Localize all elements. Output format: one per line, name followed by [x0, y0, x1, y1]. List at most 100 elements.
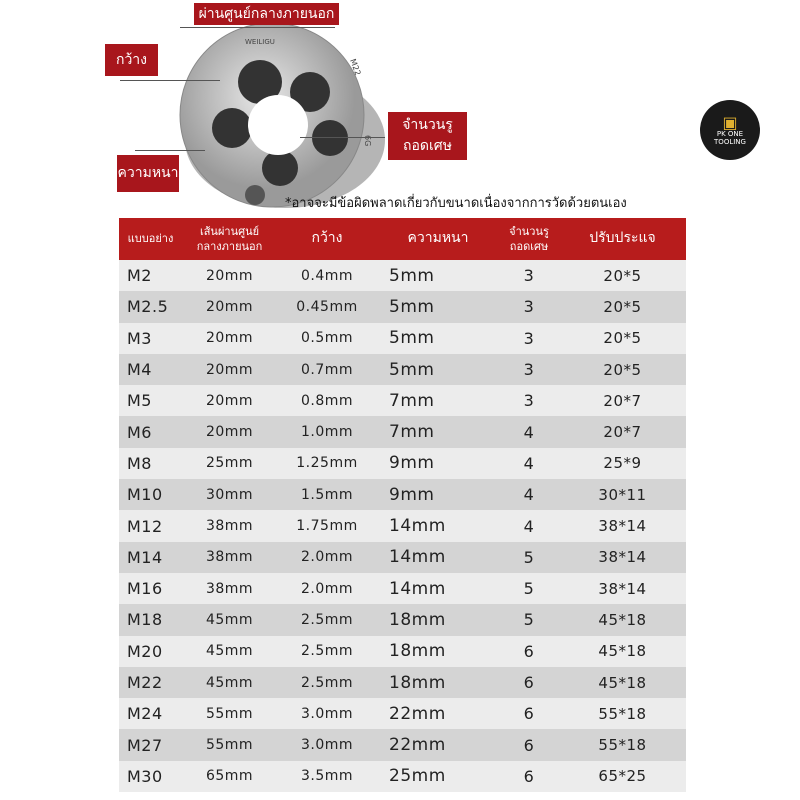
- label-diameter: ผ่านศูนย์กลางภายนอก: [194, 3, 339, 25]
- table-cell: 18mm: [377, 666, 499, 699]
- label-holes: จำนวนรู ถอดเศษ: [388, 112, 467, 160]
- column-header: ปรับประแจ: [559, 218, 686, 260]
- table-row: M24 55mm 3.0mm 22mm 6 55*18: [119, 698, 686, 730]
- table-cell: 55*18: [559, 698, 686, 730]
- table-cell: 0.5mm: [277, 322, 377, 354]
- table-row: M20 45mm 2.5mm 18mm 6 45*18: [119, 635, 686, 667]
- table-cell: 25mm: [377, 760, 499, 793]
- table-cell: 4: [499, 510, 559, 542]
- table-cell: 6: [499, 729, 559, 761]
- header-line1: ปรับประแจ: [589, 230, 656, 247]
- table-cell: 2.5mm: [277, 666, 377, 699]
- column-header: เส้นผ่านศูนย์ กลางภายนอก: [182, 218, 277, 260]
- column-header: ความหนา: [377, 218, 499, 260]
- table-cell: 1.25mm: [277, 447, 377, 480]
- table-cell: 3: [499, 353, 559, 386]
- table-cell: 20*5: [559, 291, 686, 323]
- table-cell: 55mm: [182, 729, 277, 761]
- table-cell: M18: [119, 604, 182, 636]
- column-header: แบบอย่าง: [119, 218, 182, 260]
- table-cell: 3: [499, 385, 559, 417]
- header-line2: ถอดเศษ: [509, 240, 549, 253]
- table-cell: M10: [119, 479, 182, 511]
- table-cell: M6: [119, 416, 182, 448]
- table-cell: 1.0mm: [277, 416, 377, 448]
- table-cell: 1.75mm: [277, 510, 377, 542]
- table-cell: M2.5: [119, 291, 182, 323]
- table-cell: 38*14: [559, 510, 686, 542]
- table-row: M16 38mm 2.0mm 14mm 5 38*14: [119, 572, 686, 605]
- table-cell: 3: [499, 260, 559, 292]
- table-cell: 45mm: [182, 666, 277, 699]
- watermark-text: PK ONE TOOLING: [714, 130, 746, 146]
- table-cell: M2: [119, 260, 182, 292]
- table-cell: M30: [119, 760, 182, 793]
- table-cell: 20mm: [182, 291, 277, 323]
- table-row: M2.5 20mm 0.45mm 5mm 3 20*5: [119, 291, 686, 323]
- table-cell: 3: [499, 322, 559, 354]
- table-cell: 6: [499, 666, 559, 699]
- table-cell: 2.0mm: [277, 572, 377, 605]
- table-row: M10 30mm 1.5mm 9mm 4 30*11: [119, 479, 686, 511]
- table-cell: 5mm: [377, 260, 499, 292]
- table-cell: 20mm: [182, 322, 277, 354]
- table-cell: 38mm: [182, 510, 277, 542]
- table-cell: 55*18: [559, 729, 686, 761]
- label-holes-line2: ถอดเศษ: [403, 138, 452, 154]
- table-cell: M27: [119, 729, 182, 761]
- table-cell: 5: [499, 604, 559, 636]
- header-line1: จำนวนรู: [509, 224, 549, 238]
- table-cell: M20: [119, 635, 182, 667]
- table-cell: 6: [499, 760, 559, 793]
- table-cell: 38*14: [559, 541, 686, 573]
- table-cell: M4: [119, 353, 182, 386]
- label-width: กว้าง: [105, 44, 158, 76]
- header-line1: ความหนา: [407, 230, 469, 247]
- table-row: M4 20mm 0.7mm 5mm 3 20*5: [119, 353, 686, 386]
- table-cell: 2.0mm: [277, 541, 377, 573]
- table-cell: 65*25: [559, 760, 686, 793]
- table-cell: 0.7mm: [277, 353, 377, 386]
- table-cell: 22mm: [377, 698, 499, 730]
- table-cell: 30*11: [559, 479, 686, 511]
- table-cell: 5: [499, 541, 559, 573]
- table-cell: 7mm: [377, 416, 499, 448]
- table-cell: 7mm: [377, 385, 499, 417]
- table-cell: 45mm: [182, 604, 277, 636]
- header-line1: แบบอย่าง: [127, 232, 174, 246]
- column-header: กว้าง: [277, 218, 377, 260]
- header-line1: เส้นผ่านศูนย์: [199, 224, 260, 238]
- table-cell: 65mm: [182, 760, 277, 793]
- thickness-line: [135, 150, 205, 151]
- header-line1: กว้าง: [311, 230, 343, 247]
- table-cell: 0.45mm: [277, 291, 377, 323]
- table-cell: 45*18: [559, 635, 686, 667]
- table-cell: M5: [119, 385, 182, 417]
- table-cell: 45mm: [182, 635, 277, 667]
- table-cell: 18mm: [377, 635, 499, 667]
- table-cell: 20*5: [559, 353, 686, 386]
- table-cell: 22mm: [377, 729, 499, 761]
- table-cell: 25mm: [182, 447, 277, 480]
- column-header: จำนวนรูถอดเศษ: [499, 218, 559, 260]
- table-cell: 14mm: [377, 572, 499, 605]
- table-row: M5 20mm 0.8mm 7mm 3 20*7: [119, 385, 686, 417]
- table-cell: M22: [119, 666, 182, 699]
- table-cell: 0.4mm: [277, 260, 377, 292]
- table-cell: 0.8mm: [277, 385, 377, 417]
- table-row: M3 20mm 0.5mm 5mm 3 20*5: [119, 322, 686, 354]
- die-grade: 6G: [363, 135, 372, 146]
- round-die-image: WEILIGU M22 6G: [179, 22, 385, 208]
- box-icon: ▣: [722, 112, 738, 132]
- table-cell: 20mm: [182, 416, 277, 448]
- table-cell: 1.5mm: [277, 479, 377, 511]
- width-line: [120, 80, 220, 81]
- table-cell: 3.0mm: [277, 729, 377, 761]
- table-row: M27 55mm 3.0mm 22mm 6 55*18: [119, 729, 686, 761]
- table-cell: 20mm: [182, 385, 277, 417]
- diameter-line: [180, 27, 335, 28]
- table-cell: M16: [119, 572, 182, 605]
- table-cell: 20mm: [182, 353, 277, 386]
- table-cell: M8: [119, 447, 182, 480]
- table-cell: 18mm: [377, 604, 499, 636]
